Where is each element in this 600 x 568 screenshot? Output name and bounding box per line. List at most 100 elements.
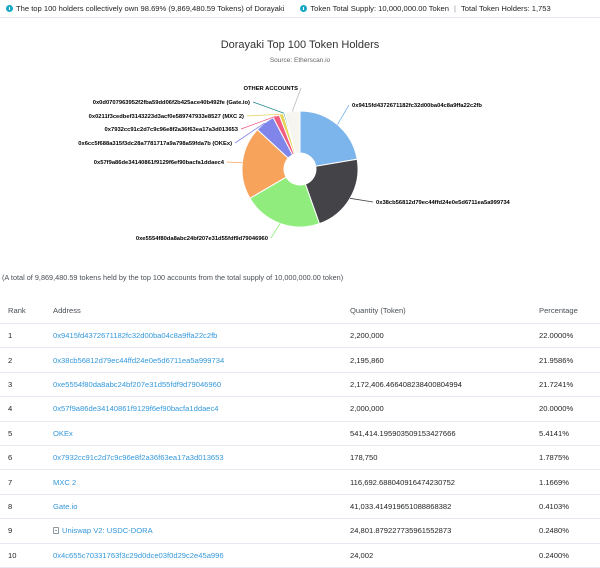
percentage-cell: 21.9586%	[539, 347, 600, 373]
address-cell: 0x4c655c70331763f3c29d0dce03f0d29c2e45a9…	[53, 543, 350, 568]
chart-title: Dorayaki Top 100 Token Holders	[221, 39, 380, 51]
slice-label-connector	[234, 122, 265, 144]
slice-label: 0x9415fd4372671182fc32d00ba04c8a9ffa22c2…	[352, 103, 482, 109]
rank-header: Rank	[0, 297, 53, 324]
holder-address-link[interactable]: Gate.io	[53, 501, 78, 511]
table-row: 9 Uniswap V2: USDC-DORA 24,801.87922773596…	[0, 518, 600, 544]
chart-subtitle: Source: Etherscan.io	[270, 57, 331, 64]
slice-label-connector	[291, 87, 302, 112]
holder-address-link[interactable]: 0x9415fd4372671182fc32d00ba04c8a9ffa22c2…	[53, 331, 218, 341]
percentage-header: Percentage	[539, 297, 600, 324]
slice-label-connector	[246, 113, 282, 117]
address-cell: Uniswap V2: USDC-DORA	[53, 518, 350, 544]
quantity-cell: 178,750	[350, 445, 539, 471]
quantity-cell: 24,801.879227735961552873	[350, 518, 539, 544]
table-row: 5 OKEx 541,414.195903509153427666 5.4141%	[0, 421, 600, 446]
slice-label: 0x0211f3cedbef3143223d3acf0e589747933e85…	[89, 114, 244, 120]
rank-cell: 7	[0, 469, 53, 495]
table-row: 1 0x9415fd4372671182fc32d00ba04c8a9ffa22c…	[0, 323, 600, 349]
percentage-cell: 20.0000%	[539, 396, 600, 422]
quantity-cell: 24,002	[350, 543, 539, 568]
pie-chart-svg: Dorayaki Top 100 Token Holders Source: Et…	[78, 39, 511, 242]
percentage-cell: 1.7875%	[539, 445, 600, 471]
percentage-cell: 1.1669%	[539, 469, 600, 495]
percentage-cell: 0.4103%	[539, 494, 600, 520]
slice-label: 0x6cc5f688a315f3dc28a7781717a9a798a59fda…	[78, 141, 232, 147]
holder-address-link[interactable]: Uniswap V2: USDC-DORA	[62, 526, 153, 536]
holder-address-link[interactable]: OKEx	[53, 428, 73, 438]
slice-label-connector	[226, 161, 243, 164]
quantity-cell: 2,000,000	[350, 396, 539, 422]
holders-table: Rank Address Quantity (Token) Percentage…	[0, 297, 600, 568]
table-row: 2 0x38cb56812d79ec44ffd24e0e5d6711ea5a999…	[0, 347, 600, 373]
slice-label: 0x38cb56812d79ec44ffd24e0e5d6711ea5a9997…	[376, 200, 511, 206]
pie-slice	[284, 110, 301, 155]
quantity-cell: 116,692.688040916474230752	[350, 469, 539, 495]
table-row: 8 Gate.io 41,033.414919651088868382 0.4103%	[0, 494, 600, 520]
table-row: 6 0x7932cc91c2d7c9c96e8f2a36f63ea17a3d013…	[0, 445, 600, 471]
table-row: 7 MXC 2 116,692.688040916474230752 1.1669%	[0, 469, 600, 495]
rank-cell: 10	[0, 543, 53, 568]
holder-address-link[interactable]: 0x4c655c70331763f3c29d0dce03f0d29c2e45a9…	[53, 550, 224, 560]
table-row: 4 0x57f9a86de34140861f9129f6ef90bacfa1dda…	[0, 396, 600, 422]
percentage-cell: 21.7241%	[539, 372, 600, 398]
rank-cell: 4	[0, 396, 53, 422]
slice-label-connector	[270, 223, 281, 239]
slice-label-connector	[337, 104, 350, 125]
slice-label: 0xe5554f80da8abc24bf207e31d55fdf9d790469…	[136, 236, 268, 242]
quantity-cell: 541,414.195903509153427666	[350, 421, 539, 446]
rank-cell: 9	[0, 518, 53, 544]
percentage-cell: 0.2480%	[539, 518, 600, 544]
pie-slice	[241, 128, 289, 199]
slice-label-connector	[349, 197, 374, 203]
slice-label-connector	[240, 115, 277, 130]
holder-address-link[interactable]: 0x57f9a86de34140861f9129f6ef90bacfa1ddae…	[53, 404, 219, 414]
table-row: 10 0x4c655c70331763f3c29d0dce03f0d29c2e45…	[0, 543, 600, 568]
holder-address-link[interactable]: 0xe5554f80da8abc24bf207e31d55fdf9d790469…	[53, 379, 222, 389]
separator: |	[453, 4, 456, 13]
slice-label: OTHER ACCOUNTS	[243, 86, 298, 92]
address-cell: 0x9415fd4372671182fc32d00ba04c8a9ffa22c2…	[53, 323, 350, 349]
quantity-cell: 41,033.414919651088868382	[350, 494, 539, 520]
address-cell: 0x57f9a86de34140861f9129f6ef90bacfa1ddae…	[53, 396, 350, 422]
holder-address-link[interactable]: 0x7932cc91c2d7c9c96e8f2a36f63ea17a3d0136…	[53, 453, 224, 463]
total-holders-text: Total Token Holders: 1,753	[460, 4, 551, 13]
table-row: 3 0xe5554f80da8abc24bf207e31d55fdf9d79046…	[0, 372, 600, 398]
rank-cell: 3	[0, 372, 53, 398]
holdings-summary-text: (A total of 9,869,480.59 tokens held by …	[2, 273, 344, 282]
slice-label: 0x57f9a86de34140861f9129f6ef90bacfa1ddae…	[94, 160, 225, 166]
pie-slice	[249, 176, 321, 228]
address-header: Address	[53, 297, 350, 324]
info-icon	[300, 5, 308, 12]
holder-address-link[interactable]: 0x38cb56812d79ec44ffd24e0e5d6711ea5a9997…	[53, 355, 225, 365]
quantity-header: Quantity (Token)	[350, 297, 539, 324]
slice-label: 0x0d0707963952f2fba59dd06f2b425ace40b492…	[93, 100, 250, 106]
info-icon	[6, 5, 13, 12]
holder-address-link[interactable]: MXC 2	[53, 477, 77, 487]
percentage-cell: 5.4141%	[539, 421, 600, 446]
rank-cell: 8	[0, 494, 53, 520]
percentage-cell: 22.0000%	[539, 323, 600, 349]
rank-cell: 6	[0, 445, 53, 471]
rank-cell: 1	[0, 323, 53, 349]
slice-label-connector	[252, 101, 285, 114]
pie-slice	[304, 158, 359, 225]
address-cell: MXC 2	[53, 469, 350, 495]
holders-summary-bar: The top 100 holders collectively own 98.…	[0, 0, 600, 18]
total-supply-text: Token Total Supply: 10,000,000.00 Token	[310, 4, 449, 13]
quantity-cell: 2,172,406.466408238400804994	[350, 372, 539, 398]
rank-cell: 2	[0, 347, 53, 373]
address-cell: Gate.io	[53, 494, 350, 520]
pie-slice	[299, 110, 358, 167]
rank-cell: 5	[0, 421, 53, 446]
slice-label: 0x7932cc91c2d7c9c96e8f2a36f63ea17a3d0136…	[105, 127, 239, 133]
address-cell: 0x7932cc91c2d7c9c96e8f2a36f63ea17a3d0136…	[53, 445, 350, 471]
quantity-cell: 2,195,860	[350, 347, 539, 373]
quantity-cell: 2,200,000	[350, 323, 539, 349]
table-header-row: Rank Address Quantity (Token) Percentage	[0, 297, 600, 324]
contract-file-icon	[53, 527, 59, 535]
address-cell: 0xe5554f80da8abc24bf207e31d55fdf9d790469…	[53, 372, 350, 398]
holders-pie-chart: Dorayaki Top 100 Token Holders Source: Et…	[0, 18, 600, 273]
address-cell: 0x38cb56812d79ec44ffd24e0e5d6711ea5a9997…	[53, 347, 350, 373]
holders-share-text: The top 100 holders collectively own 98.…	[16, 4, 285, 13]
